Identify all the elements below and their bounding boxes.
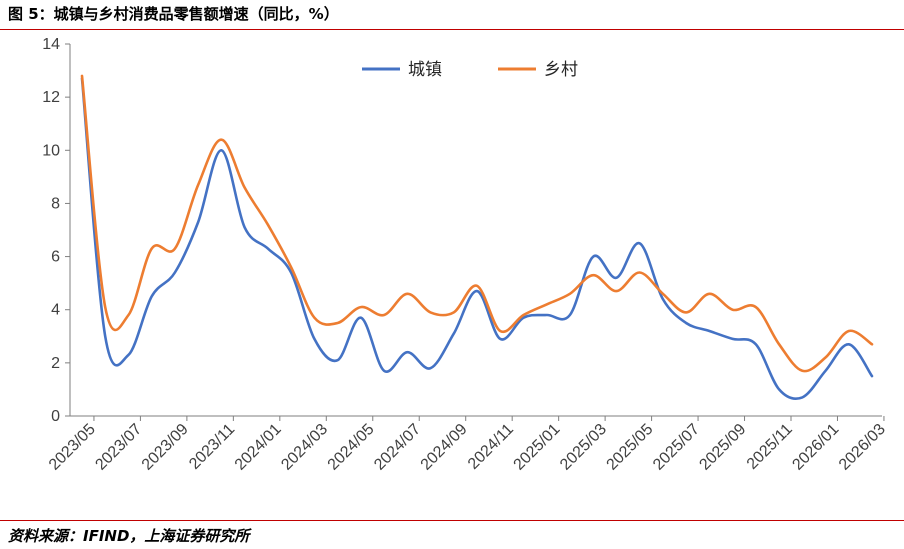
x-tick-label: 2026/03 bbox=[836, 421, 889, 474]
x-tick-label: 2023/05 bbox=[46, 421, 99, 474]
legend-label-rural: 乡村 bbox=[544, 60, 578, 80]
x-tick-label: 2025/01 bbox=[511, 421, 564, 474]
x-tick-label: 2025/07 bbox=[650, 421, 703, 474]
x-tick-label: 2024/05 bbox=[325, 421, 378, 474]
y-tick-label: 10 bbox=[42, 142, 60, 159]
y-tick-label: 4 bbox=[51, 302, 60, 319]
source-note: 资料来源：IFIND，上海证券研究所 bbox=[8, 527, 250, 545]
legend: 城镇 乡村 bbox=[362, 60, 578, 80]
line-chart: 0 2 4 6 8 10 12 14 2023/052023/072023/092023/11… bbox=[42, 36, 889, 474]
y-tick-label: 0 bbox=[51, 408, 60, 425]
axes bbox=[69, 44, 882, 417]
y-tick-label: 6 bbox=[51, 249, 60, 266]
x-tick-label: 2025/03 bbox=[557, 421, 610, 474]
x-axis-ticks: 2023/052023/072023/092023/112024/012024/… bbox=[46, 416, 889, 474]
y-tick-label: 14 bbox=[42, 36, 60, 53]
x-tick-label: 2026/01 bbox=[789, 421, 842, 474]
x-tick-label: 2024/03 bbox=[278, 421, 331, 474]
y-axis-ticks: 0 2 4 6 8 10 12 14 bbox=[42, 36, 70, 425]
series-line-urban bbox=[80, 77, 874, 401]
x-tick-label: 2024/09 bbox=[418, 421, 471, 474]
chart-title: 图 5：城镇与乡村消费品零售额增速（同比，%） bbox=[8, 5, 339, 23]
series-lines bbox=[80, 74, 874, 401]
x-tick-label: 2023/11 bbox=[186, 421, 238, 473]
legend-label-urban: 城镇 bbox=[408, 60, 442, 80]
x-tick-label: 2024/11 bbox=[465, 421, 517, 473]
x-tick-label: 2023/07 bbox=[92, 421, 145, 474]
y-tick-label: 2 bbox=[51, 355, 60, 372]
x-tick-label: 2024/07 bbox=[371, 421, 424, 474]
series-line-rural bbox=[80, 74, 874, 373]
x-tick-label: 2024/01 bbox=[232, 421, 285, 474]
top-rule bbox=[0, 29, 904, 30]
bottom-rule bbox=[0, 520, 904, 521]
x-tick-label: 2025/09 bbox=[696, 421, 749, 474]
y-tick-label: 8 bbox=[51, 195, 60, 212]
y-tick-label: 12 bbox=[42, 89, 60, 106]
x-tick-label: 2025/05 bbox=[604, 421, 657, 474]
x-tick-label: 2023/09 bbox=[139, 421, 192, 474]
x-tick-label: 2025/11 bbox=[744, 421, 796, 473]
